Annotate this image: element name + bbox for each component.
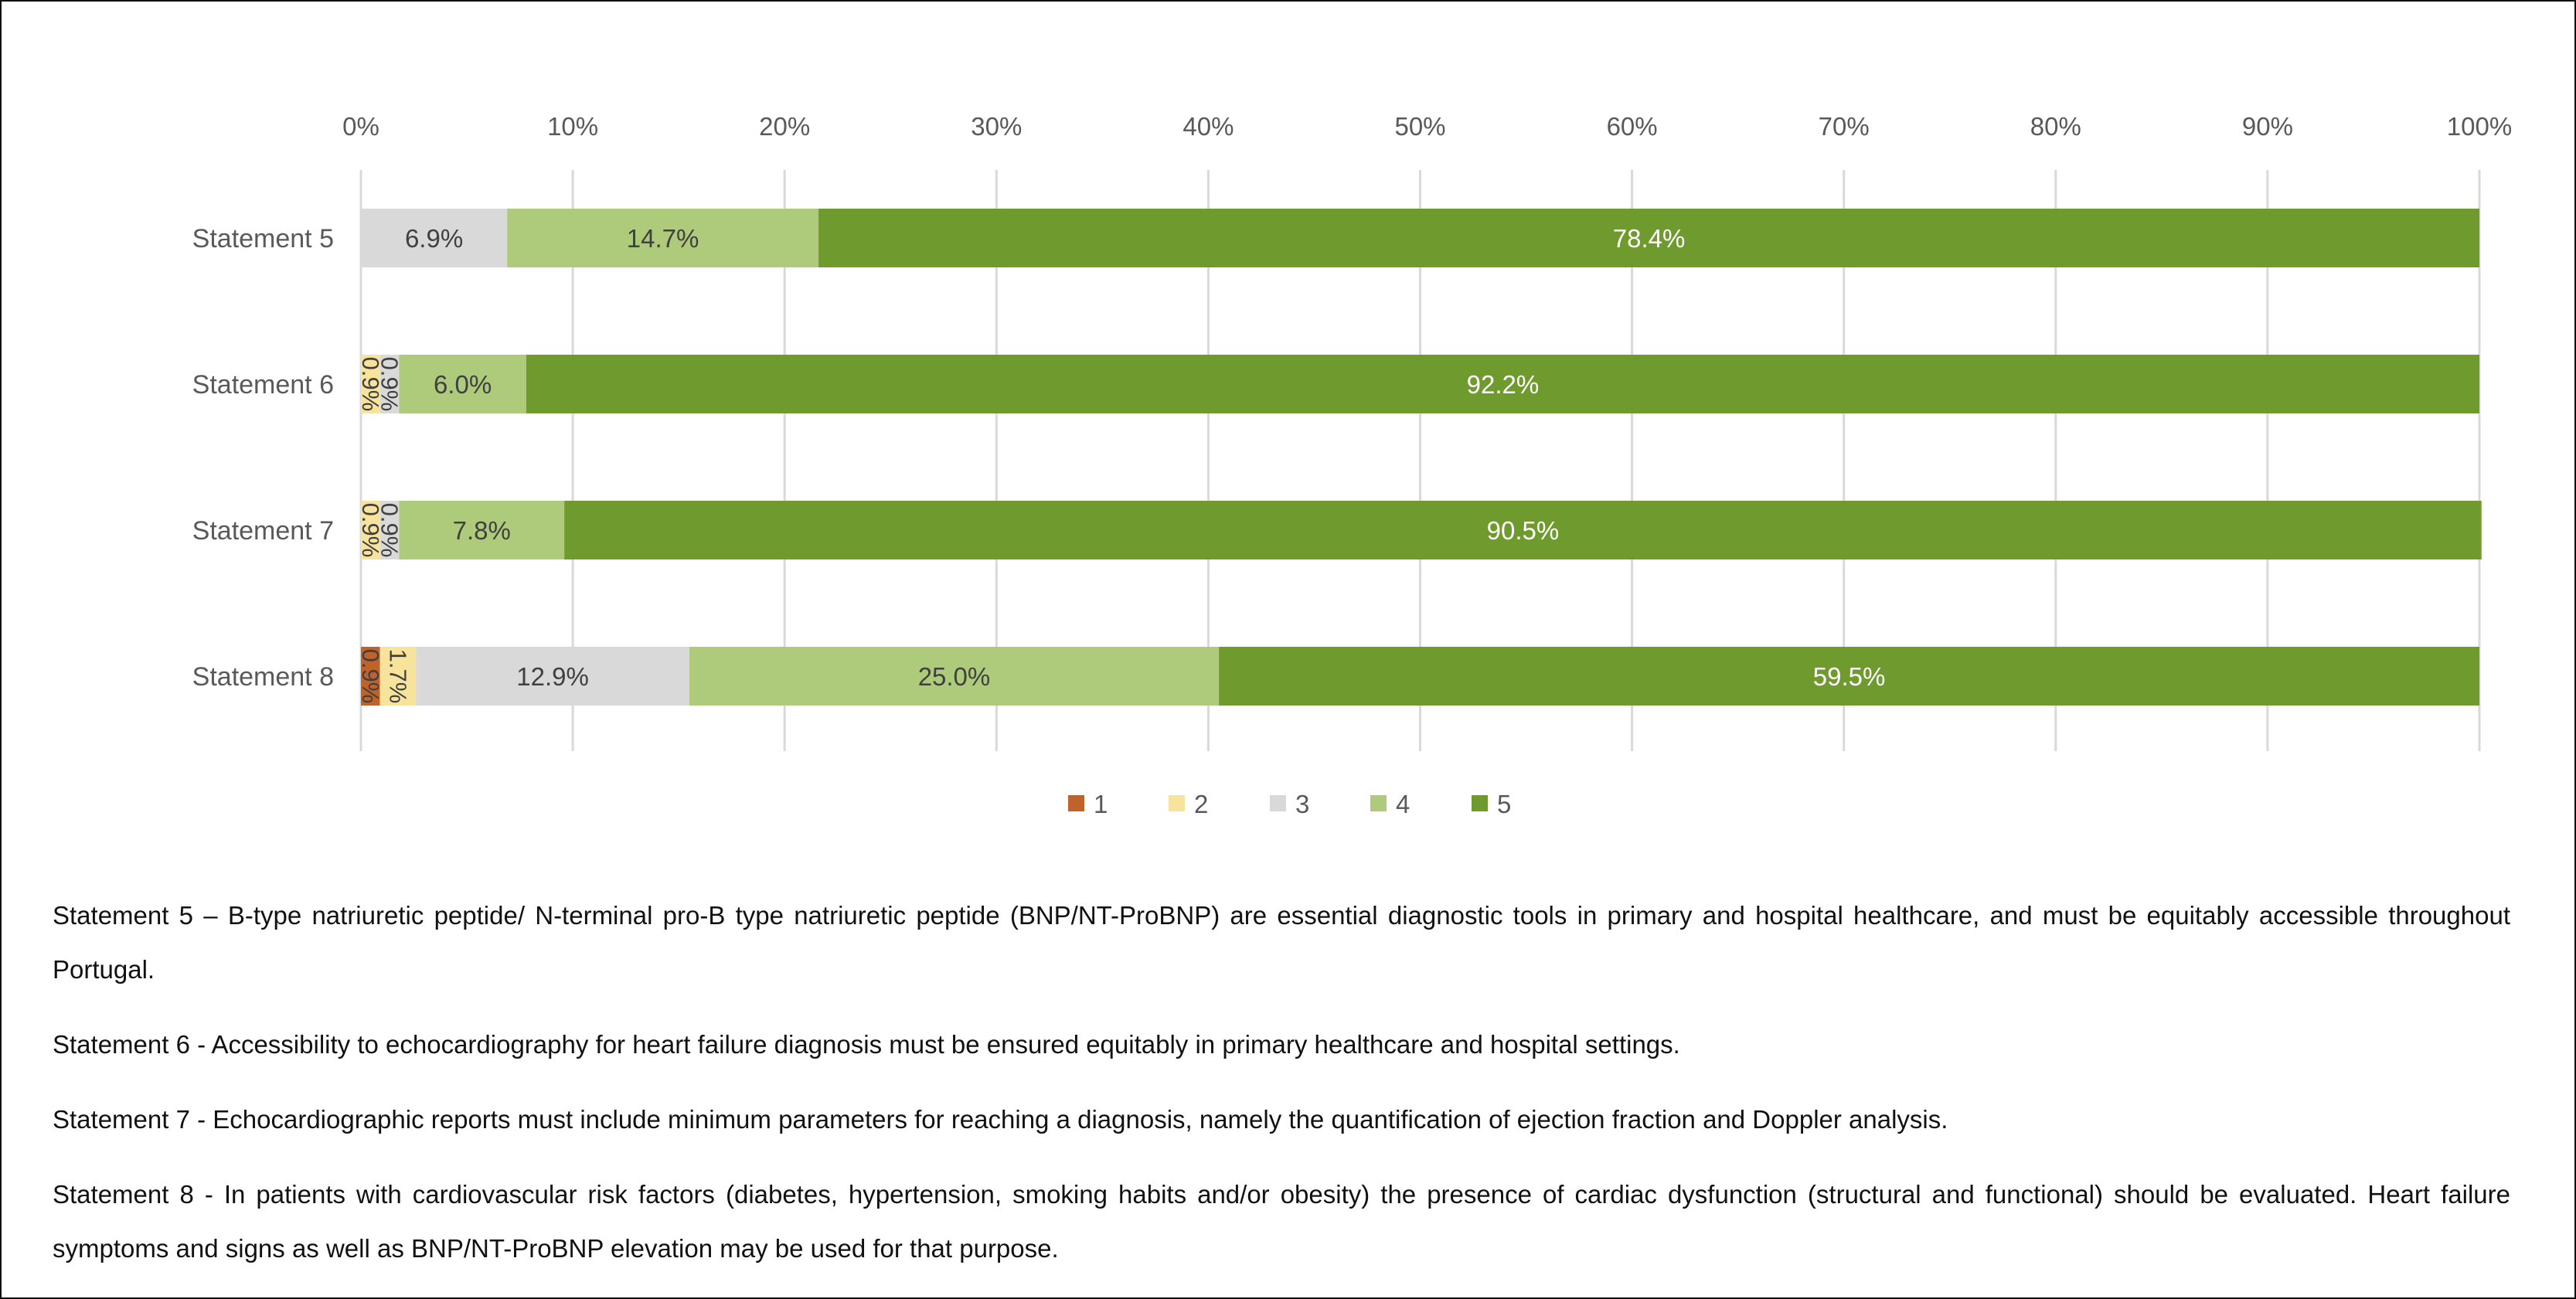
legend-label: 3 [1295, 790, 1309, 818]
data-label: 14.7% [627, 224, 699, 253]
bar-segment [379, 501, 400, 559]
data-label: 0.9% [357, 357, 384, 412]
bar-segment [379, 355, 400, 413]
data-label: 0.9% [357, 503, 384, 558]
x-tick-label: 50% [1394, 112, 1445, 141]
x-tick-label: 20% [759, 112, 810, 141]
bar-segment [361, 355, 380, 413]
bar-segment [379, 647, 417, 706]
x-tick-label: 90% [2242, 112, 2293, 141]
legend-swatch [1370, 795, 1387, 811]
x-tick-label: 30% [971, 112, 1022, 141]
data-label: 92.2% [1467, 370, 1540, 399]
category-label: Statement 5 [192, 224, 334, 253]
data-label: 6.0% [434, 370, 492, 399]
bar-segment [507, 209, 819, 267]
bar-segment [361, 501, 380, 559]
data-label: 90.5% [1487, 516, 1560, 545]
note-statement-6: Statement 6 - Accessibility to echocardi… [53, 1030, 1680, 1059]
legend-label: 4 [1396, 790, 1410, 818]
data-label: 0.9% [376, 503, 403, 558]
legend-swatch [1472, 795, 1488, 811]
note-statement-8: Statement 8 - In patients with cardiovas… [53, 1180, 2510, 1263]
data-label: 59.5% [1813, 662, 1886, 691]
legend-swatch [1068, 795, 1084, 811]
y-axis-categories: Statement 5 Statement 6 Statement 7 Stateme… [192, 224, 334, 692]
note-statement-5: Statement 5 – B-type natriuretic peptide… [53, 901, 2510, 984]
statement-notes: Statement 5 – B-type natriuretic peptide… [53, 889, 2510, 1297]
data-labels: 6.9% 14.7% 78.4%0.9%0.9% 6.0% 92.2%0.9%0.9% 7… [357, 224, 1886, 703]
category-label: Statement 8 [192, 662, 334, 692]
data-label: 0.9% [357, 649, 384, 704]
legend: 1 2 3 4 5 [1068, 790, 1511, 818]
bar-segment [416, 647, 689, 706]
data-label: 6.9% [405, 224, 463, 253]
bar-segment [564, 501, 2482, 559]
bar-segment [361, 209, 508, 267]
note-statement-7: Statement 7 - Echocardiographic reports … [53, 1105, 1948, 1134]
bar-segment [399, 355, 526, 413]
x-tick-label: 70% [1819, 112, 1870, 141]
data-label: 1.7% [384, 649, 411, 704]
legend-label: 2 [1194, 790, 1208, 818]
legend-label: 5 [1497, 790, 1511, 818]
bar-segment [526, 355, 2480, 413]
bar-segment [689, 647, 1220, 706]
legend-swatch [1270, 795, 1286, 811]
data-label: 78.4% [1613, 224, 1686, 253]
category-label: Statement 6 [192, 370, 334, 400]
bar-segment [818, 209, 2479, 267]
x-tick-label: 80% [2030, 112, 2081, 141]
data-label: 0.9% [376, 357, 403, 412]
legend-label: 1 [1094, 790, 1108, 818]
bar-segment [399, 501, 565, 559]
data-label: 7.8% [453, 516, 511, 545]
x-tick-label: 40% [1183, 112, 1234, 141]
bar-segment [1219, 647, 2479, 706]
x-tick-label: 100% [2447, 112, 2512, 141]
category-label: Statement 7 [192, 516, 334, 546]
bars [361, 209, 2482, 706]
bar-segment [361, 647, 380, 706]
data-label: 25.0% [918, 662, 991, 691]
x-tick-label: 0% [342, 112, 379, 141]
data-label: 12.9% [516, 662, 589, 691]
x-tick-label: 60% [1607, 112, 1658, 141]
stacked-bar-chart: 0% 10% 20% 30% 40% 50% 60% 70% 80% 90% 100% Statem… [192, 112, 2513, 818]
x-axis-ticks: 0% 10% 20% 30% 40% 50% 60% 70% 80% 90% 100% [342, 112, 2512, 141]
legend-swatch [1169, 795, 1185, 811]
x-tick-label: 10% [547, 112, 598, 141]
